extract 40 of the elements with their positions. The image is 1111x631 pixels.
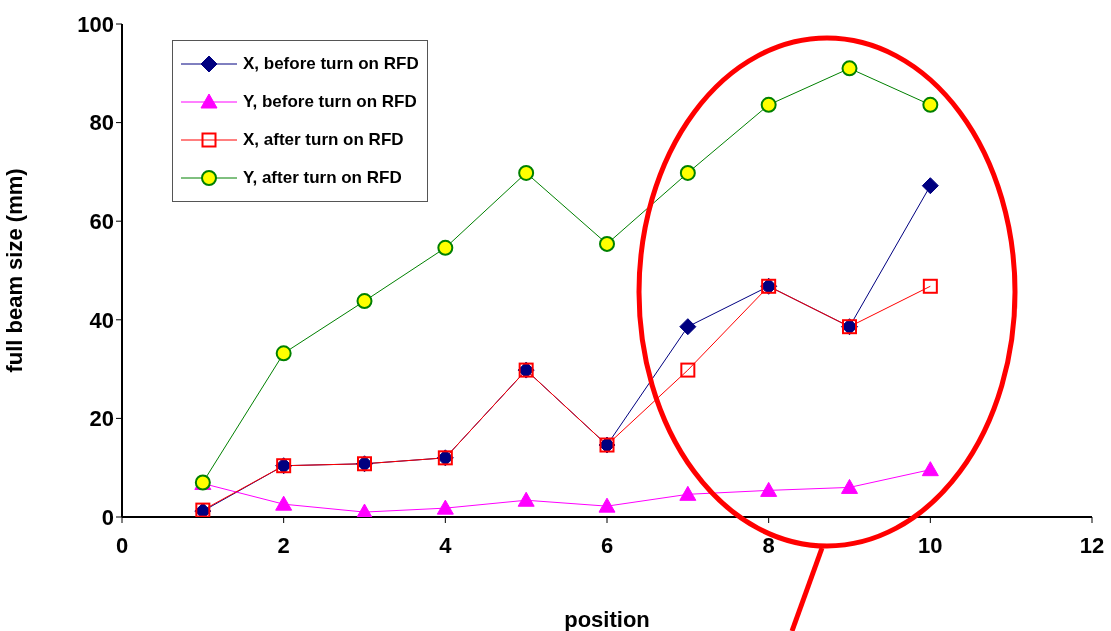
- y-tick-label: 60: [89, 209, 114, 235]
- y-tick-label: 40: [89, 307, 114, 333]
- point: [437, 239, 454, 256]
- point: [598, 497, 616, 513]
- point: [760, 96, 777, 113]
- x-tick-label: 2: [277, 532, 290, 558]
- x-tick-label: 6: [600, 532, 614, 558]
- point: [356, 503, 373, 517]
- legend-label: X, after turn on RFD: [243, 130, 404, 150]
- point: [841, 60, 858, 77]
- point: [921, 177, 939, 195]
- legend-label: Y, after turn on RFD: [243, 168, 402, 188]
- x-tick-label: 8: [762, 532, 775, 558]
- point: [275, 495, 293, 511]
- x-axis-title: position: [564, 607, 650, 631]
- y-tick-label: 20: [89, 406, 114, 432]
- y-tick-label: 100: [77, 11, 114, 37]
- y-axis-title: full beam size (mm): [1, 168, 27, 373]
- point: [921, 461, 939, 477]
- legend-label: Y, before turn on RFD: [243, 92, 417, 112]
- y-tick-label: 80: [89, 110, 114, 136]
- point: [599, 235, 615, 252]
- point: [517, 491, 535, 507]
- x-tick-label: 12: [1079, 532, 1105, 558]
- point: [680, 362, 696, 378]
- point: [275, 345, 292, 362]
- point: [679, 485, 697, 501]
- point: [922, 278, 938, 294]
- point: [436, 499, 454, 515]
- point: [922, 96, 939, 113]
- x-tick-label: 4: [439, 532, 453, 558]
- x-tick-label: 10: [918, 532, 943, 558]
- y-tick-label: 0: [101, 504, 114, 530]
- point: [518, 164, 535, 181]
- point: [760, 481, 778, 497]
- point: [679, 318, 697, 336]
- point: [679, 164, 696, 181]
- point: [356, 293, 373, 310]
- legend-label: X, before turn on RFD: [243, 54, 419, 74]
- point: [841, 478, 858, 494]
